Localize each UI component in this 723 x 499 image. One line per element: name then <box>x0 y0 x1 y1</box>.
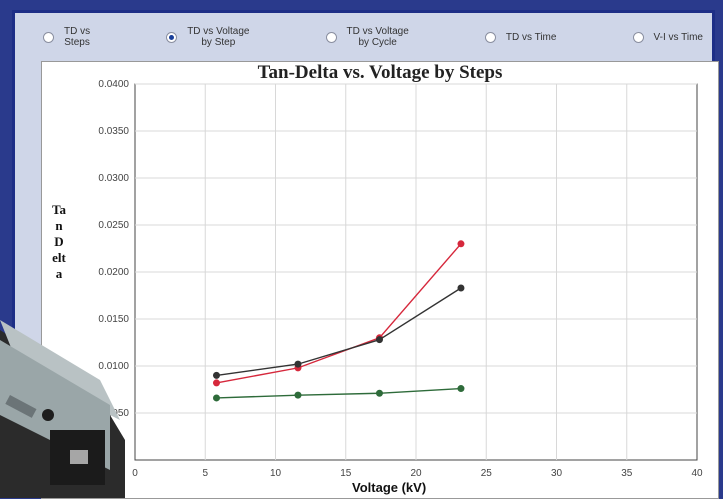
y-tick-label: 0.0250 <box>98 220 129 231</box>
x-tick-label: 0 <box>132 468 138 479</box>
x-tick-label: 25 <box>481 468 493 479</box>
data-point <box>294 391 302 399</box>
series-line-2 <box>216 387 462 399</box>
x-tick-label: 20 <box>410 468 422 479</box>
x-tick-label: 15 <box>340 468 352 479</box>
tan-delta-window: TD vs Steps TD vs Voltage by Step TD vs … <box>12 10 719 499</box>
y-tick-label: 0.0100 <box>98 361 129 372</box>
x-tick-label: 40 <box>691 468 703 479</box>
x-tick-label: 35 <box>621 468 633 479</box>
x-tick-label: 5 <box>202 468 208 479</box>
y-tick-label: 0.0200 <box>98 267 129 278</box>
data-point <box>212 394 220 402</box>
tab-td-vs-voltage-by-step[interactable]: TD vs Voltage by Step <box>166 26 249 48</box>
tab-td-vs-steps[interactable]: TD vs Steps <box>43 26 90 48</box>
y-axis-label: Tan Delta <box>52 202 66 281</box>
data-point <box>375 389 383 397</box>
y-tick-label: 0.0400 <box>98 79 129 90</box>
tab-td-vs-voltage-by-cycle[interactable]: TD vs Voltage by Cycle <box>325 26 409 48</box>
x-tick-label: 30 <box>551 468 563 479</box>
y-tick-label: 0.0150 <box>98 314 129 325</box>
data-point <box>375 336 383 344</box>
radio-button-selected[interactable] <box>166 31 178 43</box>
tab-label: TD vs Voltage by Step <box>187 26 250 48</box>
chart-panel: Tan-Delta vs. Voltage by Steps Tan Delta… <box>41 61 719 499</box>
radio-button[interactable] <box>632 31 644 43</box>
data-point <box>212 371 220 379</box>
series-line-0 <box>216 243 462 384</box>
chart-plot: 0 5 10 15 20 25 30 35 40 0.0400 0.0350 0.0300 0.0250… <box>98 79 703 479</box>
radio-button[interactable] <box>43 31 54 43</box>
radio-button[interactable] <box>325 31 337 43</box>
view-selector: TD vs Steps TD vs Voltage by Step TD vs … <box>33 19 713 55</box>
tab-label: TD vs Time <box>505 31 557 43</box>
tab-vi-vs-time[interactable]: V-I vs Time <box>632 31 703 43</box>
tab-td-vs-time[interactable]: TD vs Time <box>484 31 557 43</box>
tab-label: V-I vs Time <box>653 31 703 43</box>
y-tick-label: 0.0350 <box>98 126 129 137</box>
data-point <box>457 385 465 393</box>
x-axis-label: Voltage (kV) <box>352 480 427 495</box>
chart-title: Tan-Delta vs. Voltage by Steps <box>257 62 503 83</box>
test-set-device-image <box>0 320 125 498</box>
data-point <box>457 240 465 248</box>
x-tick-label: 10 <box>270 468 282 479</box>
data-point <box>457 284 465 292</box>
tab-label: TD vs Voltage by Cycle <box>346 26 409 48</box>
radio-button[interactable] <box>484 31 496 43</box>
data-point <box>212 379 220 387</box>
data-point <box>294 360 302 368</box>
series-line-1 <box>216 287 462 377</box>
y-tick-label: 0.0300 <box>98 173 129 184</box>
tab-label: TD vs Steps <box>64 26 91 48</box>
